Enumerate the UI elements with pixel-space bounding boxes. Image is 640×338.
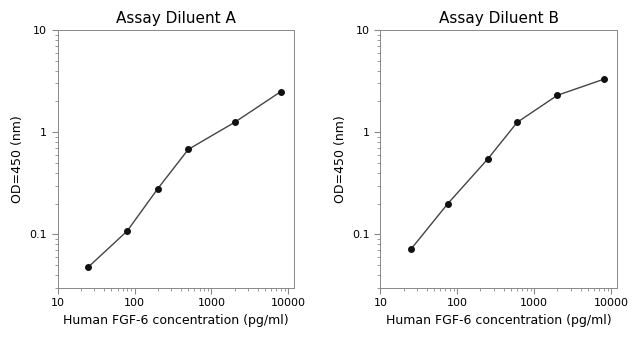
X-axis label: Human FGF-6 concentration (pg/ml): Human FGF-6 concentration (pg/ml) <box>386 314 612 327</box>
X-axis label: Human FGF-6 concentration (pg/ml): Human FGF-6 concentration (pg/ml) <box>63 314 289 327</box>
Y-axis label: OD=450 (nm): OD=450 (nm) <box>11 115 24 203</box>
Title: Assay Diluent A: Assay Diluent A <box>116 11 236 26</box>
Y-axis label: OD=450 (nm): OD=450 (nm) <box>334 115 347 203</box>
Title: Assay Diluent B: Assay Diluent B <box>439 11 559 26</box>
